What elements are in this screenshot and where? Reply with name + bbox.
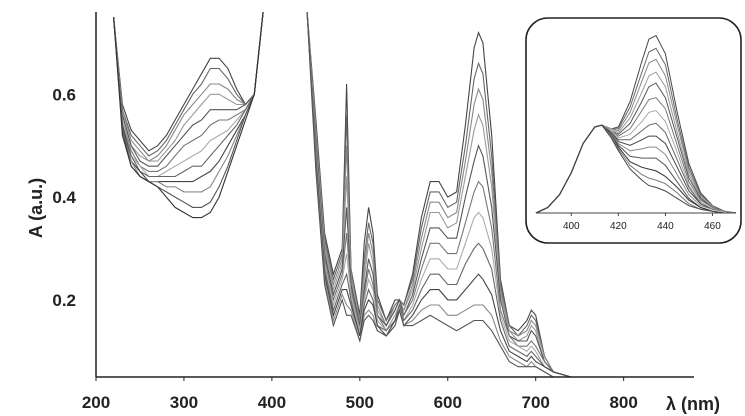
uv-region-curve-1: [113, 11, 264, 152]
uv-region-curve-12: [113, 11, 264, 219]
inset-x-tick-label: 420: [610, 221, 627, 232]
uv-region-curve-8: [113, 11, 264, 178]
x-tick-label: 200: [82, 393, 110, 412]
y-tick-label: 0.6: [52, 85, 76, 104]
x-tick-label: 800: [609, 393, 637, 412]
uv-region-curve-9: [113, 11, 264, 183]
emission-curve-14: [535, 124, 736, 214]
inset-x-tick-label: 440: [657, 221, 674, 232]
vis-region-curve-6: [306, 11, 677, 378]
x-tick-label: 700: [522, 393, 550, 412]
vis-region-curve-9: [306, 11, 677, 378]
uv-region-curve-7: [113, 11, 264, 178]
uv-region-curve-5: [113, 11, 264, 167]
x-axis-title: λ (nm): [666, 394, 720, 414]
x-tick-label: 500: [346, 393, 374, 412]
vis-region-curve-7: [306, 11, 677, 378]
x-tick-label: 300: [170, 393, 198, 412]
inset-axis-ticks: 400 420 440 460: [563, 213, 721, 232]
inset-curves: [535, 34, 737, 214]
inset-x-tick-label: 400: [563, 221, 580, 232]
y-axis-title: A (a.u.): [26, 178, 46, 238]
y-tick-label: 0.2: [52, 291, 76, 310]
uv-region-curve-3: [113, 11, 264, 162]
main-curves: [113, 11, 677, 378]
inset-emission-plot: 400 420 440 460: [525, 17, 742, 244]
inset-x-tick-label: 460: [704, 221, 721, 232]
uv-region-curve-4: [113, 11, 264, 162]
vis-region-curve-3: [306, 11, 677, 378]
vis-region-curve-11: [306, 11, 677, 378]
uv-region-curve-2: [113, 11, 264, 157]
vis-region-curve-5: [306, 11, 677, 378]
x-tick-label: 600: [434, 393, 462, 412]
vis-region-curve-8: [306, 11, 677, 378]
axis-ticks: 200 300 400 500 600 700 800 0.2 0.4 0.6: [52, 85, 637, 412]
uv-region-curve-10: [113, 11, 264, 193]
y-tick-label: 0.4: [52, 188, 76, 207]
x-tick-label: 400: [258, 393, 286, 412]
uv-region-curve-6: [113, 11, 264, 172]
